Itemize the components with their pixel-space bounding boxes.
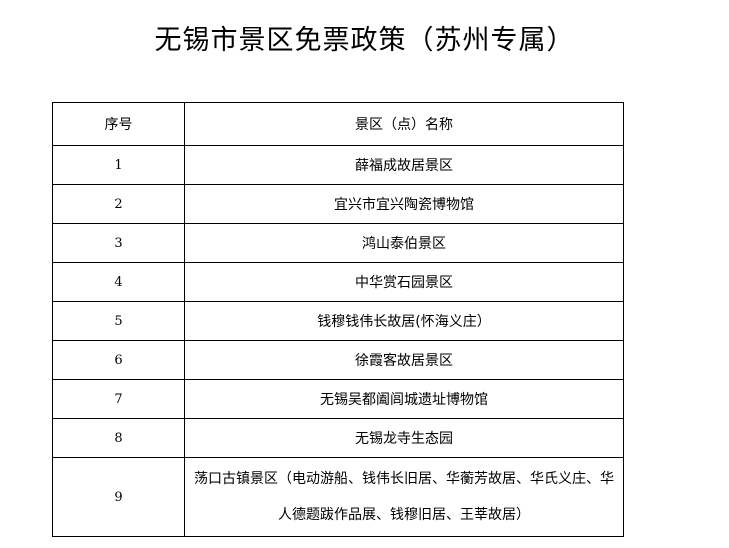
row-number: 5 <box>52 301 185 341</box>
table-row: 2 宜兴市宜兴陶瓷博物馆 <box>52 184 624 224</box>
table-row: 5 钱穆钱伟长故居(怀海义庄） <box>52 301 624 341</box>
table-row: 3 鸿山泰伯景区 <box>52 223 624 263</box>
row-number: 1 <box>52 145 185 185</box>
row-name: 无锡吴都阖闾城遗址博物馆 <box>184 379 624 419</box>
row-name: 徐霞客故居景区 <box>184 340 624 380</box>
row-name: 中华赏石园景区 <box>184 262 624 302</box>
table-row: 4 中华赏石园景区 <box>52 262 624 302</box>
row-number: 8 <box>52 418 185 458</box>
table-row: 6 徐霞客故居景区 <box>52 340 624 380</box>
table-header: 序号 景区（点）名称 <box>52 102 624 146</box>
row-name: 薛福成故居景区 <box>184 145 624 185</box>
page-title: 无锡市景区免票政策（苏州专属） <box>154 25 575 56</box>
table-row: 8 无锡龙寺生态园 <box>52 418 624 458</box>
row-number: 2 <box>52 184 185 224</box>
row-name: 钱穆钱伟长故居(怀海义庄） <box>184 301 624 341</box>
header-number: 序号 <box>52 102 185 146</box>
row-name: 无锡龙寺生态园 <box>184 418 624 458</box>
row-number: 6 <box>52 340 185 380</box>
row-name: 鸿山泰伯景区 <box>184 223 624 263</box>
row-number: 7 <box>52 379 185 419</box>
table-row: 7 无锡吴都阖闾城遗址博物馆 <box>52 379 624 419</box>
row-number: 3 <box>52 223 185 263</box>
row-number: 9 <box>52 457 185 537</box>
scenic-spots-table: 序号 景区（点）名称 1 薛福成故居景区 2 宜兴市宜兴陶瓷博物馆 3 鸿山泰伯景区 4 中华… <box>52 102 624 537</box>
header-name: 景区（点）名称 <box>184 102 624 146</box>
table-row: 1 薛福成故居景区 <box>52 145 624 185</box>
row-number: 4 <box>52 262 185 302</box>
row-name: 荡口古镇景区（电动游船、钱伟长旧居、华蘅芳故居、华氏义庄、华人德题跋作品展、钱穆… <box>184 457 624 537</box>
table-row: 9 荡口古镇景区（电动游船、钱伟长旧居、华蘅芳故居、华氏义庄、华人德题跋作品展、钱… <box>52 457 624 537</box>
row-name: 宜兴市宜兴陶瓷博物馆 <box>184 184 624 224</box>
